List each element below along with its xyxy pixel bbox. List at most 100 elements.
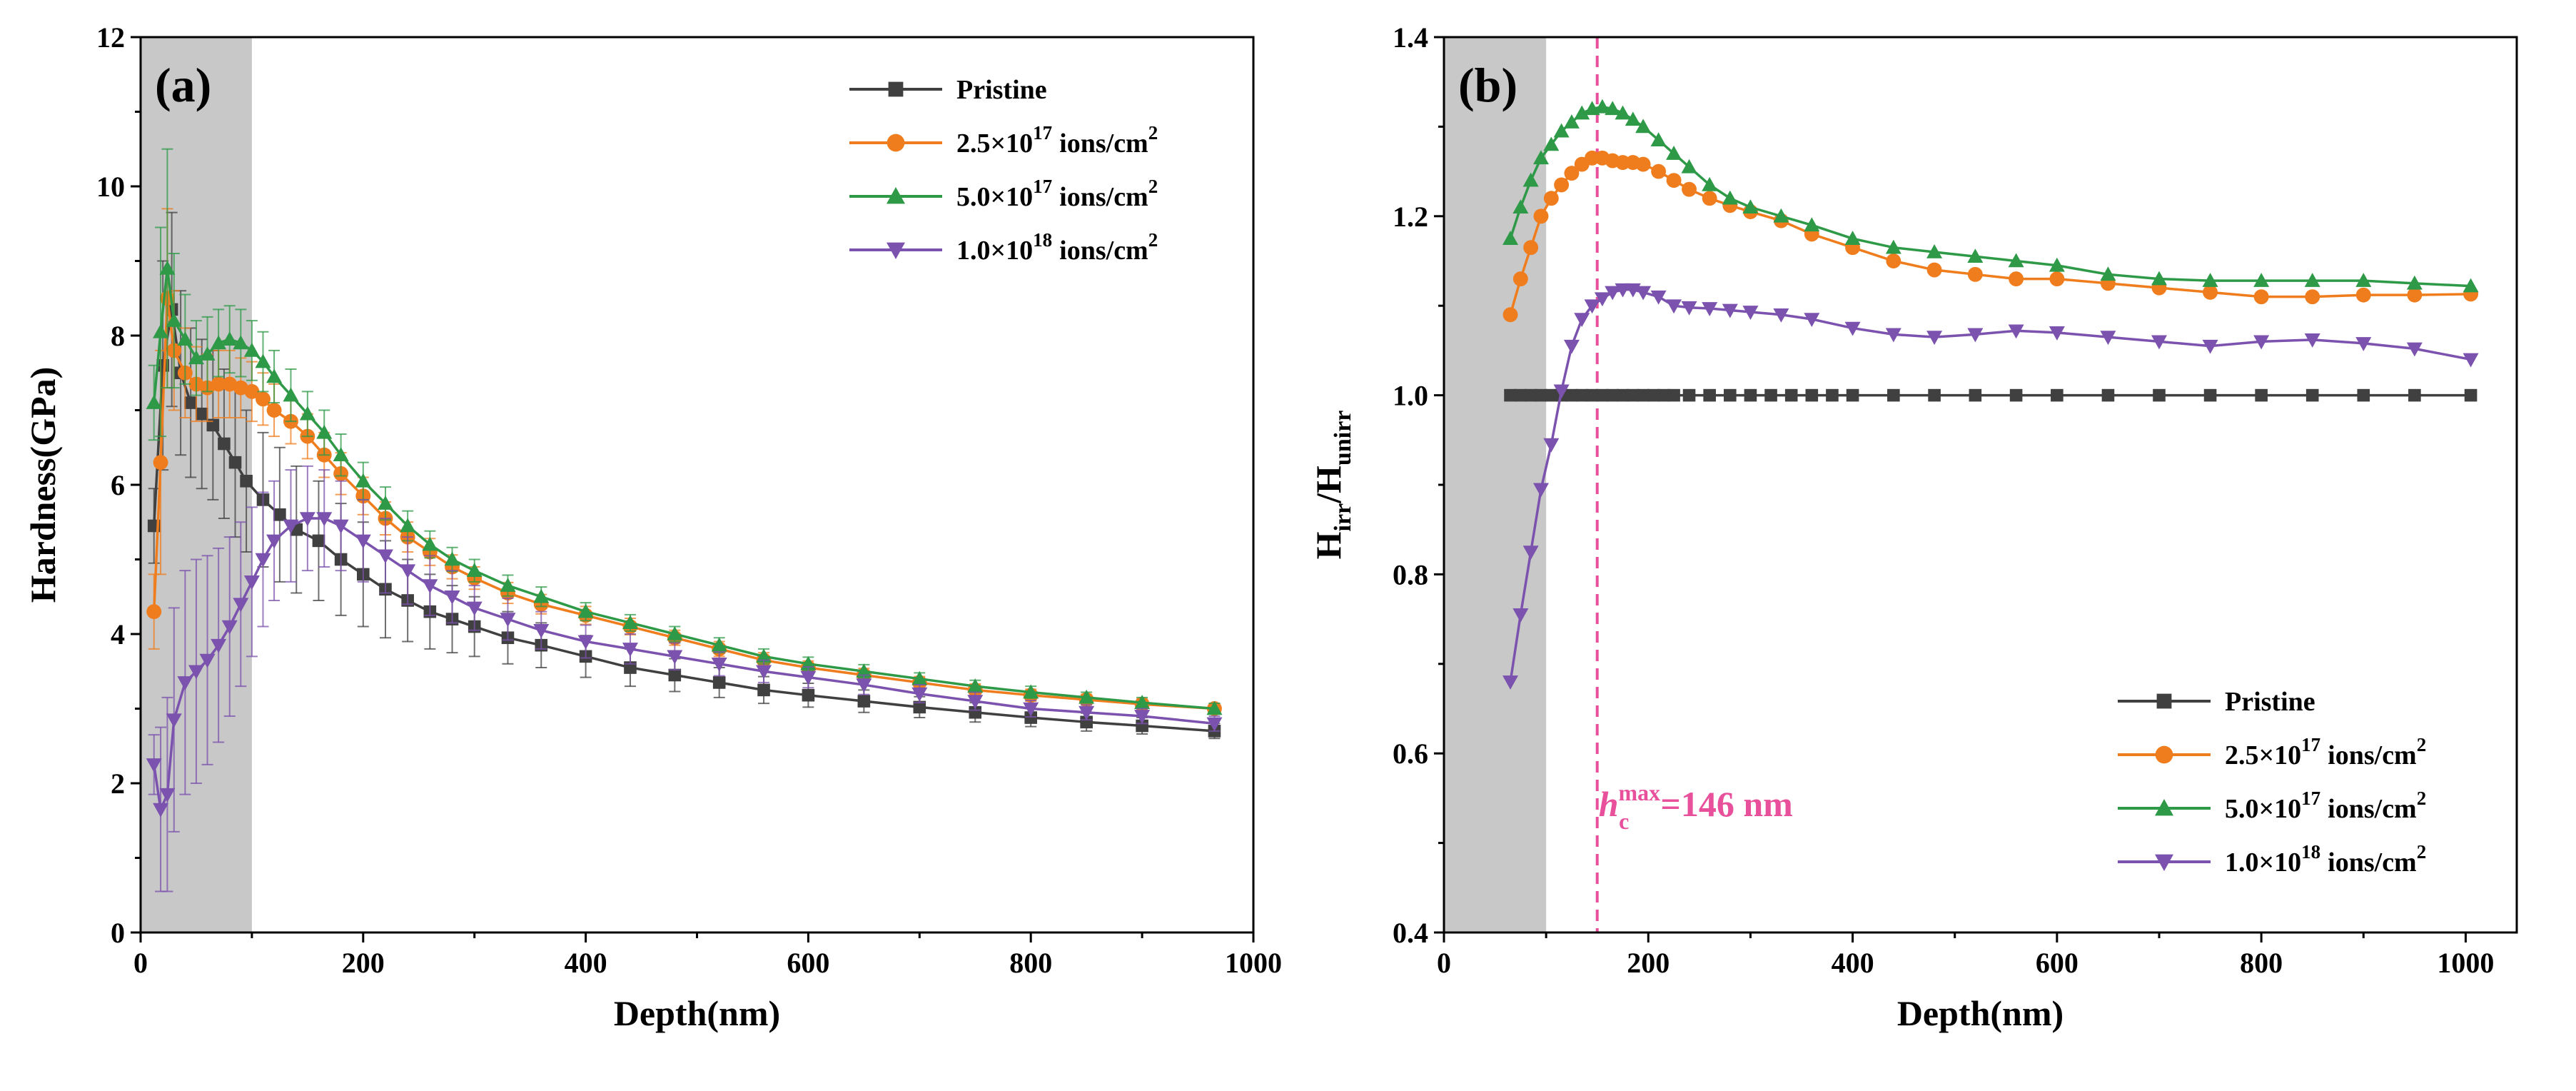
legend-marker [887, 134, 905, 152]
data-point [377, 496, 393, 510]
data-point [1545, 388, 1558, 402]
legend-label: 1.0×1018 ions/cm2 [956, 229, 1158, 266]
data-point [316, 512, 333, 527]
data-point [1563, 339, 1580, 354]
data-point [2151, 335, 2167, 350]
legend-label-base: 5.0×10 [2225, 794, 2301, 824]
data-point [199, 653, 216, 668]
x-tick-label: 1000 [1225, 947, 1282, 979]
series-2 [1502, 99, 2479, 293]
legend-label-exp: 17 [2301, 734, 2320, 755]
ylabel-sep: /H [1308, 466, 1348, 504]
data-point [211, 376, 226, 392]
data-point [1667, 388, 1680, 402]
data-point [2008, 324, 2024, 339]
data-point [1606, 388, 1619, 402]
series-0 [147, 211, 1221, 740]
legend-label: Pristine [956, 75, 1047, 105]
data-point [228, 456, 242, 469]
data-point [1773, 308, 1789, 323]
legend-label-base: 2.5×10 [956, 129, 1033, 159]
data-point [2049, 271, 2065, 287]
data-point [153, 455, 168, 471]
data-point [1928, 388, 1941, 402]
data-point [1134, 695, 1151, 709]
legend-item-3: 1.0×1018 ions/cm2 [2118, 841, 2426, 878]
data-point [177, 331, 193, 346]
data-point [1565, 388, 1578, 402]
data-point [233, 598, 249, 613]
y-tick-label: 2 [111, 768, 125, 800]
data-point [2253, 273, 2270, 287]
legend-label: 2.5×1017 ions/cm2 [2225, 734, 2426, 770]
legend-item-2: 5.0×1017 ions/cm2 [849, 176, 1158, 212]
data-point [156, 359, 169, 372]
data-point [533, 588, 550, 603]
data-point [1666, 146, 1682, 160]
data-point [1615, 155, 1630, 171]
data-point [1514, 388, 1527, 402]
x-tick-label: 600 [787, 947, 829, 979]
series-0 [1504, 388, 2477, 402]
panel-a-letter: (a) [155, 58, 211, 112]
data-point [2151, 271, 2167, 286]
data-point [255, 353, 271, 368]
panel-b-letter: (b) [1458, 58, 1517, 112]
data-point [2101, 388, 2115, 402]
data-point [2463, 353, 2479, 368]
data-point [712, 676, 726, 689]
data-point [1080, 715, 1093, 729]
annot-h: h [1599, 784, 1619, 824]
data-point [1625, 111, 1641, 126]
series-line [152, 298, 1215, 710]
data-point [711, 637, 727, 652]
data-point [2049, 326, 2065, 341]
data-point [911, 687, 928, 702]
panel-b-shaded-region [1444, 37, 1547, 932]
data-point [2049, 257, 2065, 272]
data-point [2463, 278, 2479, 293]
annot-sub: c [1619, 808, 1629, 834]
panel-a-x-axis-label: Depth(nm) [614, 993, 780, 1033]
data-point [1574, 313, 1590, 328]
legend-label-base: Pristine [956, 75, 1047, 105]
data-point [1651, 164, 1667, 179]
legend-label-exp2: 2 [1148, 176, 1158, 197]
data-point [1846, 388, 1859, 402]
legend-label: 2.5×1017 ions/cm2 [956, 122, 1158, 159]
data-point [1967, 266, 1983, 282]
x-tick-label: 0 [1437, 947, 1451, 979]
data-point [1512, 271, 1528, 287]
legend-marker [2156, 693, 2172, 709]
data-point [2100, 331, 2116, 346]
data-point [802, 688, 815, 702]
data-point [1885, 239, 1901, 254]
series-2 [146, 148, 1223, 715]
data-point [166, 713, 182, 728]
data-point [211, 638, 227, 653]
legend-label-exp: 17 [1033, 176, 1052, 197]
data-point [299, 512, 315, 527]
data-point [355, 534, 371, 549]
data-point [756, 648, 772, 663]
data-point [800, 670, 817, 685]
data-point [577, 603, 594, 618]
data-point [1553, 123, 1570, 138]
legend-item-3: 1.0×1018 ions/cm2 [849, 229, 1158, 266]
data-point [355, 473, 371, 488]
panel-b-x-ticks: 0 200 400 600 800 1000 [1437, 932, 2494, 979]
data-point [146, 395, 162, 409]
data-point [1522, 546, 1539, 560]
data-point [153, 803, 169, 818]
data-point [377, 549, 393, 564]
data-point [1742, 306, 1759, 320]
legend-marker [2155, 799, 2173, 816]
data-point [1702, 176, 1718, 191]
data-point [146, 758, 162, 773]
data-point [333, 447, 349, 461]
data-point [2008, 253, 2024, 268]
data-point [283, 387, 299, 402]
y-tick-label: 8 [111, 320, 125, 352]
data-point [2357, 388, 2370, 402]
series-line [1509, 288, 2471, 683]
